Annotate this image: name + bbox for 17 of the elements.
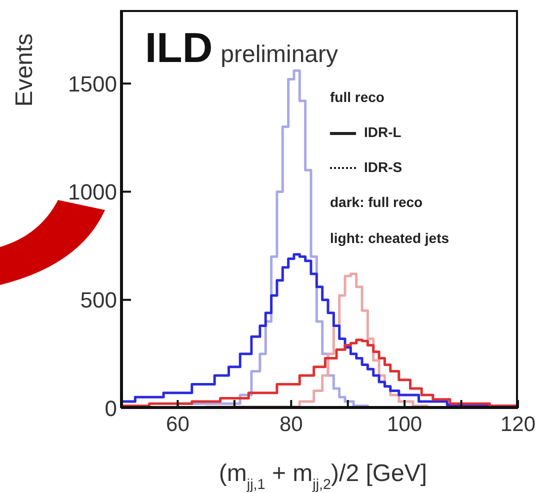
annotation: light: cheated jets	[330, 229, 450, 248]
annotation: dark: full reco	[330, 193, 423, 212]
chart-title: ILD	[145, 24, 213, 71]
text: preliminary	[220, 41, 338, 68]
annotation: IDR-S	[364, 158, 402, 177]
x-tick-label: 100	[387, 412, 422, 436]
y-tick-label: 1500	[68, 71, 117, 96]
y-tick-label: 0	[104, 396, 117, 421]
x-tick-label: 60	[166, 412, 190, 436]
annotation: full reco	[330, 88, 384, 107]
y-tick-label: 500	[80, 288, 117, 313]
y-tick-label: 1000	[68, 180, 117, 205]
annotation: IDR-L	[364, 123, 402, 142]
y-axis-title: Events	[11, 33, 38, 107]
x-axis-title: (m$_{jj,1}$ + m$_{jj,2}$)/2 [GeV]	[218, 460, 428, 493]
x-tick-label: 80	[279, 412, 303, 436]
x-tick-label: 120	[500, 412, 536, 436]
